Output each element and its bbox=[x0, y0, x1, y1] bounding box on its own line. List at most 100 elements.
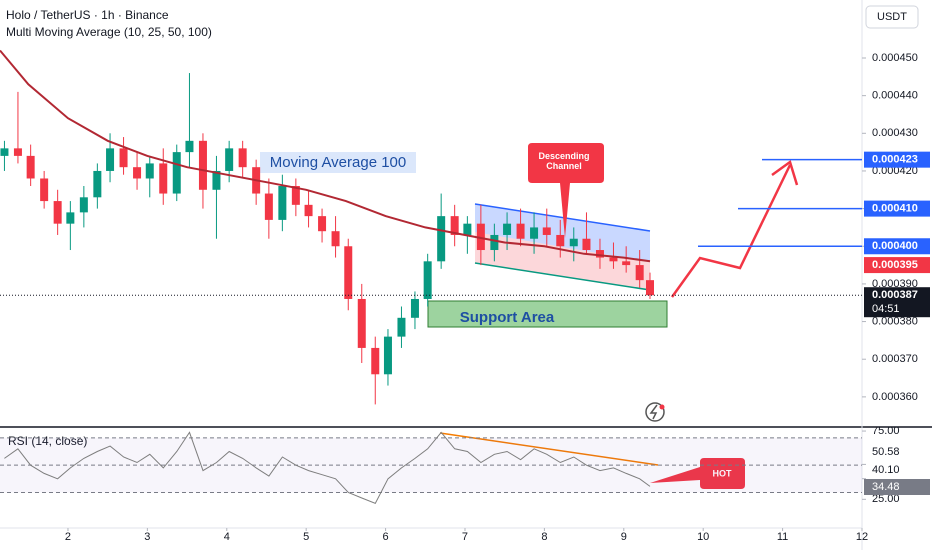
y-tick-label: 0.000380 bbox=[872, 315, 918, 327]
rsi-marker-label: 40.10 bbox=[872, 464, 900, 476]
y-tick-label: 0.000370 bbox=[872, 353, 918, 365]
candle-body bbox=[556, 234, 565, 247]
candle-body bbox=[645, 280, 654, 296]
candle-body bbox=[397, 317, 406, 337]
rsi-title: RSI (14, close) bbox=[8, 434, 87, 448]
candle-body bbox=[119, 148, 128, 168]
candle-body bbox=[79, 197, 88, 213]
price-label: 0.000423 bbox=[872, 154, 918, 166]
callout-bubble bbox=[528, 143, 604, 238]
countdown: 04:51 bbox=[872, 303, 900, 315]
candle-body bbox=[622, 261, 631, 266]
candle-body bbox=[503, 223, 512, 235]
current-price-label: 0.000387 bbox=[872, 289, 918, 301]
rsi-marker-label: 50.58 bbox=[872, 446, 900, 458]
x-tick-label: 2 bbox=[65, 531, 71, 543]
candle-body bbox=[172, 152, 181, 194]
price-label-box bbox=[864, 257, 930, 274]
price-label-box bbox=[864, 200, 930, 217]
support-area bbox=[427, 300, 668, 328]
y-tick-label: 0.000440 bbox=[872, 90, 918, 102]
price-label: 0.000395 bbox=[872, 259, 918, 271]
candle-body bbox=[93, 170, 102, 198]
x-tick-label: 8 bbox=[541, 531, 547, 543]
candle-body bbox=[264, 193, 273, 220]
channel-line bbox=[474, 262, 651, 291]
y-tick-label: 0.000430 bbox=[872, 127, 918, 139]
icon bbox=[649, 404, 658, 420]
x-tick-label: 10 bbox=[697, 531, 709, 543]
price-label: 0.000410 bbox=[872, 203, 918, 215]
candle-body bbox=[304, 204, 313, 217]
rsi-tick-label: 25.00 bbox=[872, 493, 900, 505]
candle-body bbox=[423, 261, 432, 299]
candle-body bbox=[530, 227, 539, 239]
icon bbox=[645, 402, 665, 422]
candle-body bbox=[238, 148, 247, 168]
rsi-line bbox=[4, 431, 651, 505]
channel-line bbox=[474, 203, 651, 232]
candle-body bbox=[159, 163, 168, 194]
y-tick-label: 0.000360 bbox=[872, 391, 918, 403]
candle-body bbox=[106, 148, 115, 171]
support-label: Support Area bbox=[460, 309, 555, 326]
price-label-box bbox=[864, 238, 930, 255]
x-tick-label: 11 bbox=[777, 531, 788, 543]
ma-label: Moving Average 100 bbox=[270, 154, 407, 171]
indicator-title: Multi Moving Average (10, 25, 50, 100) bbox=[6, 25, 212, 39]
candle-body bbox=[371, 347, 380, 375]
rsi-current-label: 34.48 bbox=[872, 481, 900, 493]
candle-body bbox=[53, 201, 62, 224]
currency: USDT bbox=[877, 11, 907, 23]
rsi-tick-label: 75.00 bbox=[872, 425, 900, 437]
candle-body bbox=[13, 148, 22, 156]
candle-body bbox=[582, 238, 591, 251]
candle-body bbox=[357, 298, 366, 348]
current-price-box bbox=[864, 287, 930, 318]
candle-body bbox=[212, 170, 221, 190]
candle-body bbox=[383, 336, 392, 375]
candle-body bbox=[516, 223, 525, 239]
candle-body bbox=[569, 238, 578, 247]
symbol-title: Holo / TetherUS · 1h · Binance bbox=[6, 8, 169, 22]
candle-body bbox=[635, 265, 644, 281]
icon bbox=[659, 404, 665, 410]
candle-body bbox=[278, 186, 287, 220]
candle-body bbox=[198, 140, 207, 190]
x-tick-label: 7 bbox=[462, 531, 468, 543]
moving-average bbox=[0, 49, 651, 263]
channel-upper bbox=[475, 204, 650, 262]
candle-body bbox=[0, 148, 9, 156]
candle-body bbox=[26, 155, 35, 179]
x-tick-label: 5 bbox=[303, 531, 309, 543]
currency-box bbox=[865, 5, 919, 29]
candle-body bbox=[331, 231, 340, 247]
hot-callout bbox=[650, 458, 745, 489]
channel-label: Descending Channel bbox=[538, 151, 590, 171]
x-tick-label: 3 bbox=[144, 531, 150, 543]
candle-body bbox=[542, 227, 551, 235]
candle-body bbox=[609, 257, 618, 262]
forecast-arrow bbox=[771, 159, 799, 186]
x-tick-label: 4 bbox=[224, 531, 230, 543]
x-tick-label: 6 bbox=[383, 531, 389, 543]
y-tick-label: 0.000450 bbox=[872, 52, 918, 64]
candle-body bbox=[291, 186, 300, 205]
forecast-path bbox=[670, 164, 792, 298]
y-tick-label: 0.000420 bbox=[872, 165, 918, 177]
candle-body bbox=[463, 223, 472, 235]
candle-body bbox=[410, 298, 419, 318]
hot-label: HOT bbox=[713, 468, 733, 478]
candle-body bbox=[66, 212, 75, 224]
rsi-current-box bbox=[864, 479, 930, 495]
price-label: 0.000400 bbox=[872, 240, 918, 252]
candle-body bbox=[225, 148, 234, 171]
channel-lower bbox=[475, 232, 650, 290]
candle-body bbox=[344, 246, 353, 299]
candle-body bbox=[318, 216, 327, 232]
candle-body bbox=[145, 163, 154, 179]
candle-body bbox=[437, 216, 446, 262]
